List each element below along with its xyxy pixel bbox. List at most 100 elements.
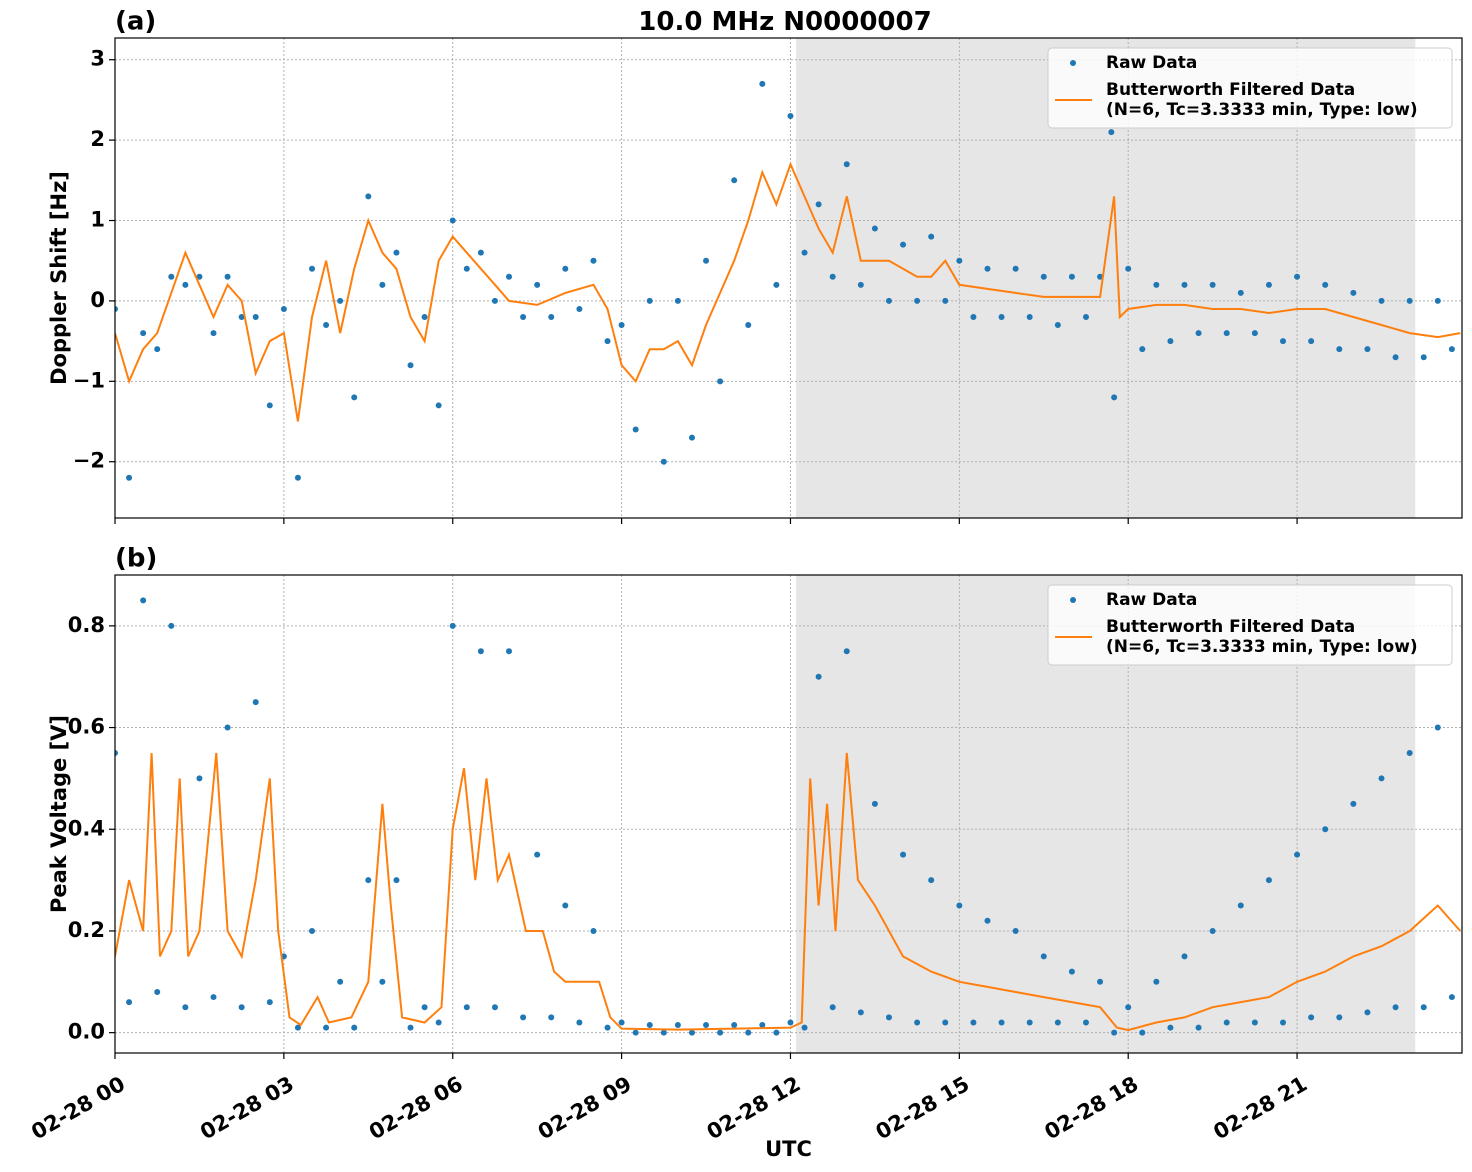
legend-label: Raw Data bbox=[1106, 590, 1197, 610]
y-tick-label: 3 bbox=[90, 47, 105, 71]
raw-point bbox=[477, 648, 484, 655]
raw-point bbox=[1026, 313, 1033, 320]
raw-point bbox=[1406, 297, 1413, 304]
raw-point bbox=[942, 1019, 949, 1026]
raw-point bbox=[1097, 978, 1104, 985]
raw-point bbox=[1294, 851, 1301, 858]
y-tick-label: 0.8 bbox=[68, 613, 105, 637]
raw-point bbox=[857, 1009, 864, 1016]
raw-point bbox=[379, 978, 386, 985]
raw-point bbox=[900, 851, 907, 858]
raw-point bbox=[970, 313, 977, 320]
raw-point bbox=[660, 1029, 667, 1036]
raw-point bbox=[210, 330, 217, 337]
raw-point bbox=[773, 1029, 780, 1036]
raw-point bbox=[928, 233, 935, 240]
raw-point bbox=[1280, 338, 1287, 345]
raw-point bbox=[703, 1022, 710, 1029]
raw-point bbox=[1364, 1009, 1371, 1016]
raw-point bbox=[562, 265, 569, 272]
raw-point bbox=[1068, 273, 1075, 280]
raw-point bbox=[1097, 273, 1104, 280]
raw-point bbox=[1434, 297, 1441, 304]
raw-point bbox=[1420, 354, 1427, 361]
panel-label: (a) bbox=[115, 7, 156, 37]
raw-point bbox=[787, 1019, 794, 1026]
raw-point bbox=[688, 1029, 695, 1036]
raw-point bbox=[1392, 1004, 1399, 1011]
raw-point bbox=[1294, 273, 1301, 280]
y-tick-label: 0.4 bbox=[68, 816, 105, 840]
raw-point bbox=[1139, 1029, 1146, 1036]
raw-point bbox=[787, 112, 794, 119]
y-tick-label: −2 bbox=[73, 449, 105, 473]
raw-point bbox=[491, 1004, 498, 1011]
raw-point bbox=[238, 1004, 245, 1011]
raw-point bbox=[759, 1022, 766, 1029]
raw-point bbox=[115, 749, 118, 756]
raw-point bbox=[942, 297, 949, 304]
raw-point bbox=[717, 1029, 724, 1036]
legend-marker bbox=[1070, 60, 1076, 66]
axes-frame bbox=[114, 574, 1463, 1054]
raw-point bbox=[309, 265, 316, 272]
raw-point bbox=[449, 622, 456, 629]
raw-point bbox=[1195, 1024, 1202, 1031]
raw-point bbox=[984, 265, 991, 272]
raw-point bbox=[520, 1014, 527, 1021]
raw-point bbox=[252, 313, 259, 320]
raw-point bbox=[703, 257, 710, 264]
chart-title: 10.0 MHz N0000007 bbox=[638, 7, 931, 37]
raw-point bbox=[1378, 297, 1385, 304]
raw-point bbox=[196, 775, 203, 782]
raw-point bbox=[365, 193, 372, 200]
raw-point bbox=[956, 257, 963, 264]
raw-point bbox=[1322, 826, 1329, 833]
legend-marker bbox=[1070, 597, 1076, 603]
raw-point bbox=[1181, 953, 1188, 960]
raw-point bbox=[182, 1004, 189, 1011]
raw-point bbox=[1068, 968, 1075, 975]
raw-point bbox=[1448, 994, 1455, 1001]
raw-point bbox=[998, 1019, 1005, 1026]
raw-point bbox=[914, 297, 921, 304]
x-tick-label: 02-28 18 bbox=[1040, 1072, 1142, 1145]
raw-point bbox=[1139, 346, 1146, 353]
raw-point bbox=[1350, 289, 1357, 296]
raw-point bbox=[576, 1019, 583, 1026]
raw-point bbox=[1336, 1014, 1343, 1021]
raw-point bbox=[1167, 338, 1174, 345]
raw-point bbox=[1125, 1004, 1132, 1011]
raw-point bbox=[238, 313, 245, 320]
raw-point bbox=[1125, 265, 1132, 272]
x-tick-label: 02-28 06 bbox=[365, 1072, 467, 1145]
raw-point bbox=[829, 273, 836, 280]
raw-point bbox=[506, 648, 513, 655]
raw-point bbox=[1406, 749, 1413, 756]
raw-point bbox=[477, 249, 484, 256]
raw-point bbox=[534, 281, 541, 288]
y-axis-label: Doppler Shift [Hz] bbox=[47, 171, 71, 385]
raw-point bbox=[928, 877, 935, 884]
raw-point bbox=[379, 281, 386, 288]
x-tick-label: 02-28 12 bbox=[703, 1072, 805, 1145]
raw-point bbox=[731, 177, 738, 184]
raw-point bbox=[294, 1024, 301, 1031]
raw-point bbox=[196, 273, 203, 280]
raw-point bbox=[126, 474, 133, 481]
raw-point bbox=[365, 877, 372, 884]
raw-point bbox=[674, 1022, 681, 1029]
raw-point bbox=[1111, 394, 1118, 401]
raw-point bbox=[1181, 281, 1188, 288]
raw-point bbox=[182, 281, 189, 288]
raw-point bbox=[646, 297, 653, 304]
raw-point bbox=[1322, 281, 1329, 288]
raw-point bbox=[1040, 953, 1047, 960]
raw-point bbox=[1167, 1024, 1174, 1031]
raw-point bbox=[337, 297, 344, 304]
raw-point bbox=[407, 1024, 414, 1031]
raw-point bbox=[210, 994, 217, 1001]
raw-point bbox=[1082, 313, 1089, 320]
raw-point bbox=[731, 1022, 738, 1029]
